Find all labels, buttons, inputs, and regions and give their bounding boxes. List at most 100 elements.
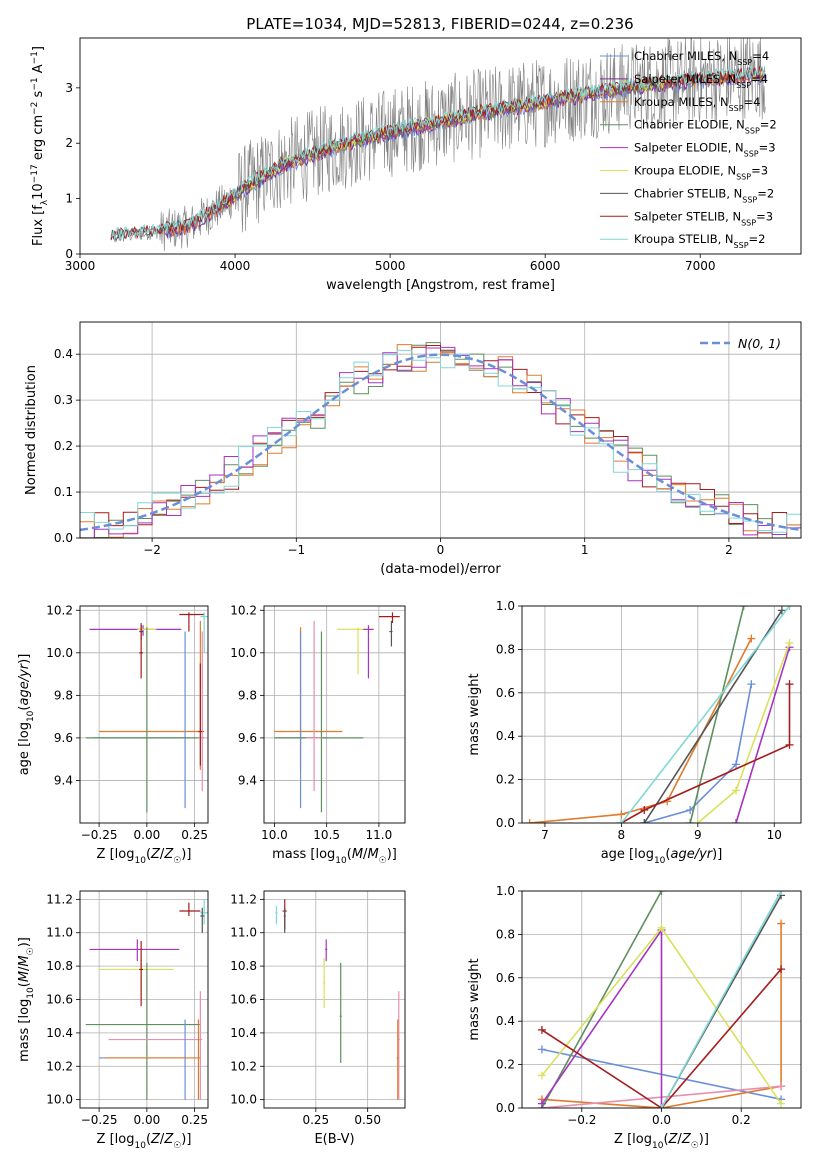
label-part: M bbox=[17, 955, 32, 966]
y-tick-label: 2 bbox=[65, 136, 73, 150]
label-part: Flux [f bbox=[31, 205, 46, 246]
y-tick-label: 0.4 bbox=[54, 347, 73, 361]
x-axis-label: (data-model)/error bbox=[380, 562, 501, 577]
legend-label-sub: SSP bbox=[745, 126, 760, 135]
label-part: Z bbox=[681, 1132, 692, 1147]
label-part: )] bbox=[387, 847, 397, 862]
plot-area-z-mass bbox=[85, 899, 208, 1100]
legend-label-text: Salpeter ELODIE, N bbox=[634, 141, 744, 155]
y-tick-label: 10.8 bbox=[230, 959, 257, 973]
x-tick-label: −1 bbox=[287, 543, 305, 557]
legend-label-tail: =3 bbox=[759, 141, 776, 155]
label-part: 10 bbox=[652, 1141, 664, 1151]
model-line-chabrier-miles bbox=[163, 71, 766, 239]
weight-marker bbox=[732, 760, 741, 769]
weight-line-salpeter-elodie bbox=[735, 646, 791, 823]
legend-label: Chabrier STELIB, NSSP=2 bbox=[634, 186, 774, 204]
weight-marker bbox=[617, 810, 626, 819]
weight-marker bbox=[777, 1082, 786, 1091]
x-tick-label: 0.00 bbox=[134, 1113, 161, 1127]
weight-marker bbox=[785, 606, 794, 610]
weight-marker bbox=[777, 1099, 786, 1108]
y-tick-label: 11.2 bbox=[46, 892, 73, 906]
legend-label-tail: =2 bbox=[760, 118, 777, 132]
x-axis-label: age [log10(age/yr)] bbox=[601, 847, 723, 866]
x-tick-label: 8 bbox=[618, 828, 626, 842]
y-tick-label: 0.1 bbox=[54, 485, 73, 499]
weight-marker bbox=[777, 919, 786, 928]
weight-marker bbox=[537, 1071, 546, 1080]
chart-z-age: −0.25 0.00 0.259.49.69.810.010.2Z [log10(Z… bbox=[17, 603, 209, 866]
weight-marker bbox=[747, 634, 756, 643]
label-part: 10 bbox=[26, 987, 36, 999]
label-part: mass [log bbox=[272, 847, 335, 862]
weight-marker bbox=[537, 1045, 546, 1054]
legend-label-sub: SSP bbox=[744, 149, 759, 158]
legend-label: N(0, 1) bbox=[738, 336, 781, 351]
y-tick-label: 0.2 bbox=[496, 1058, 515, 1072]
y-tick-label: 0.6 bbox=[496, 971, 515, 985]
weight-marker bbox=[785, 680, 794, 689]
label-part: −17 bbox=[30, 164, 40, 183]
y-tick-label: 0.8 bbox=[496, 642, 515, 656]
y-tick-label: 9.6 bbox=[238, 731, 257, 745]
legend-label-text: Kroupa STELIB, N bbox=[634, 232, 734, 246]
x-tick-label: 9 bbox=[694, 828, 702, 842]
axes-frame bbox=[79, 605, 209, 824]
y-tick-label: 0.6 bbox=[496, 686, 515, 700]
y-tick-label: 10.0 bbox=[46, 646, 73, 660]
x-axis-label: Z [log10(Z/Z☉)] bbox=[97, 1132, 192, 1151]
legend-label-tail: =3 bbox=[756, 209, 773, 223]
x-tick-label: 5000 bbox=[375, 259, 406, 273]
x-tick-label: 6000 bbox=[530, 259, 561, 273]
label-part: age/yr bbox=[17, 662, 32, 705]
x-tick-label: −0.2 bbox=[567, 1113, 596, 1127]
x-tick-label: 1 bbox=[581, 543, 589, 557]
x-tick-label: 10 bbox=[767, 828, 782, 842]
label-part: ( bbox=[347, 847, 352, 862]
weight-marker bbox=[617, 819, 626, 823]
y-tick-label: 10.8 bbox=[46, 959, 73, 973]
y-tick-label: 10.0 bbox=[230, 646, 257, 660]
axes-frame bbox=[79, 321, 802, 539]
x-axis-label: Z [log10(Z/Z☉)] bbox=[97, 847, 192, 866]
y-tick-label: 9.8 bbox=[54, 688, 73, 702]
label-part: )] bbox=[17, 937, 32, 947]
legend-label-text: Salpeter MILES, N bbox=[634, 72, 736, 86]
y-tick-label: 0.0 bbox=[496, 1101, 515, 1115]
x-axis-label: mass [log10(M/M☉)] bbox=[272, 847, 397, 866]
label-part: 10 bbox=[654, 856, 666, 866]
plot-area-ebv-mass bbox=[275, 899, 400, 1100]
x-axis-label: E(B-V) bbox=[314, 1132, 354, 1147]
x-tick-label: 0.2 bbox=[732, 1113, 751, 1127]
x-axis-label: Z [log10(Z/Z☉)] bbox=[614, 1132, 709, 1151]
label-part: ☉ bbox=[379, 856, 387, 866]
label-part: ☉ bbox=[691, 1141, 699, 1151]
weight-marker bbox=[537, 1099, 546, 1108]
y-tick-label: 9.4 bbox=[238, 773, 257, 787]
label-part: A bbox=[31, 64, 46, 77]
histogram-salpeter-elodie bbox=[80, 346, 801, 538]
y-tick-label: 0.8 bbox=[496, 927, 515, 941]
y-tick-label: 0.2 bbox=[54, 439, 73, 453]
legend-label-text: Kroupa ELODIE, N bbox=[634, 164, 736, 178]
weight-line-kroupa-stelib bbox=[620, 606, 791, 823]
legend-label-sub: SSP bbox=[741, 218, 756, 227]
chart-mass-age: 10.0 10.5 11.0 9.4 9.6 9.8 10.0 10.2 mass [log10… bbox=[230, 603, 406, 866]
y-axis-label: age [log10(age/yr)] bbox=[17, 654, 36, 776]
legend-label-sub: SSP bbox=[742, 195, 757, 204]
y-tick-label: 10.2 bbox=[46, 1059, 73, 1073]
legend-label: Chabrier MILES, NSSP=4 bbox=[634, 49, 769, 67]
plot-area-age-weight bbox=[525, 606, 794, 823]
legend-label-tail: =4 bbox=[751, 72, 768, 86]
weight-marker bbox=[640, 819, 649, 823]
weight-line-kroupa-miles bbox=[541, 923, 782, 1108]
x-tick-label: −2 bbox=[143, 543, 161, 557]
y-tick-label: 11.2 bbox=[230, 892, 257, 906]
label-part: 10 bbox=[134, 1141, 146, 1151]
x-tick-label: 0.00 bbox=[134, 828, 161, 842]
legend-label-sub: SSP bbox=[734, 241, 749, 250]
label-part: / bbox=[160, 1132, 165, 1147]
